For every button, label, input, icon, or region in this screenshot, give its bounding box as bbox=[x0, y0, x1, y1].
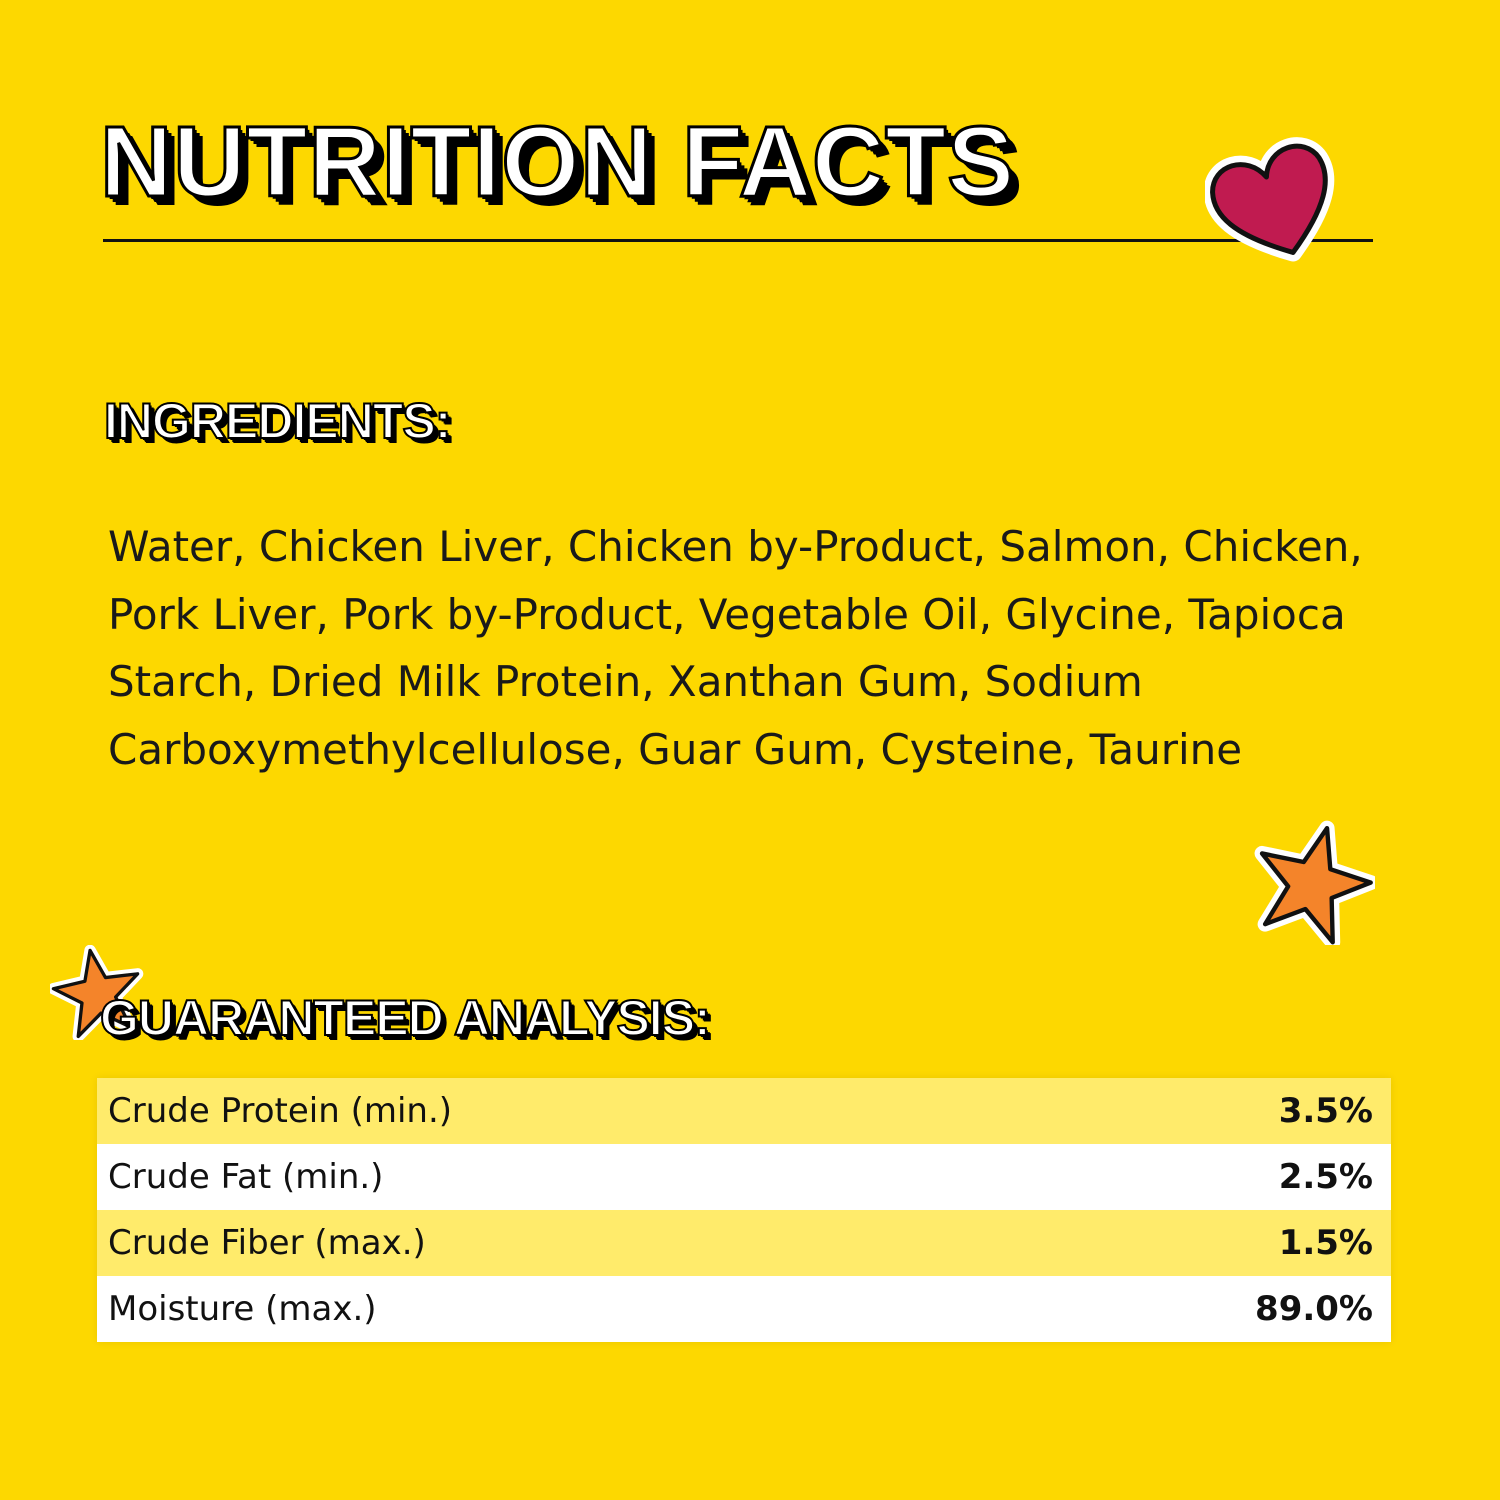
ingredients-text: Water, Chicken Liver, Chicken by-Product… bbox=[108, 522, 1363, 774]
table-row: Crude Protein (min.) 3.5% bbox=[97, 1078, 1391, 1144]
analysis-table: Crude Protein (min.) 3.5% Crude Fat (min.… bbox=[97, 1078, 1391, 1342]
row-label: Crude Protein (min.) bbox=[108, 1091, 453, 1131]
row-value: 1.5% bbox=[1278, 1223, 1373, 1263]
heart-icon bbox=[1205, 137, 1335, 262]
row-label: Crude Fat (min.) bbox=[108, 1157, 384, 1197]
divider bbox=[103, 239, 1373, 242]
table-row: Moisture (max.) 89.0% bbox=[97, 1276, 1391, 1342]
analysis-heading: GUARANTEED ANALYSIS: bbox=[99, 990, 712, 1046]
ingredients-heading: INGREDIENTS: bbox=[103, 393, 452, 449]
row-value: 89.0% bbox=[1255, 1289, 1373, 1329]
star-icon bbox=[50, 945, 144, 1040]
star-icon bbox=[1254, 820, 1375, 945]
table-row: Crude Fiber (max.) 1.5% bbox=[97, 1210, 1391, 1276]
row-value: 2.5% bbox=[1278, 1157, 1373, 1197]
row-label: Moisture (max.) bbox=[108, 1289, 377, 1329]
row-label: Crude Fiber (max.) bbox=[108, 1223, 426, 1263]
row-value: 3.5% bbox=[1278, 1091, 1373, 1131]
page-title: NUTRITION FACTS bbox=[99, 106, 1016, 218]
table-row: Crude Fat (min.) 2.5% bbox=[97, 1144, 1391, 1210]
